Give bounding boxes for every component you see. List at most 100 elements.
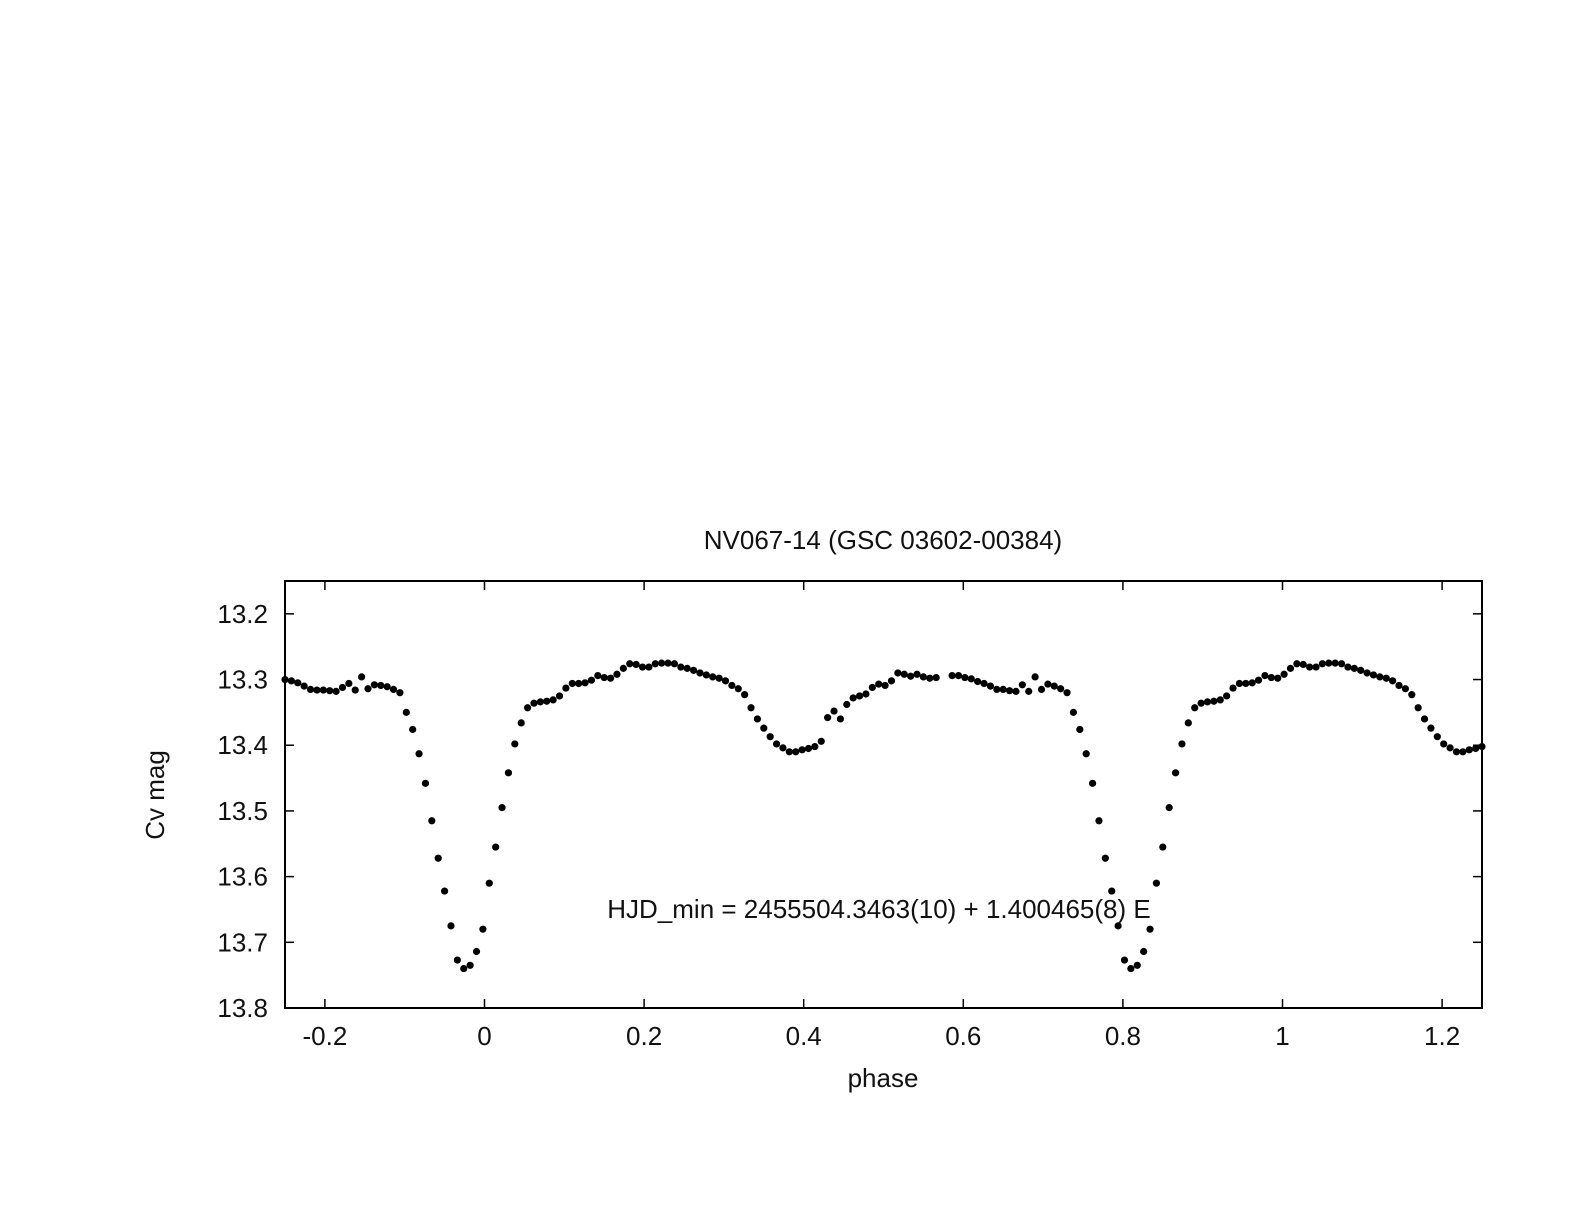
data-points bbox=[281, 659, 1486, 973]
data-point bbox=[389, 685, 398, 693]
data-point bbox=[824, 714, 832, 722]
data-point bbox=[472, 947, 481, 956]
data-point bbox=[1108, 887, 1116, 895]
data-point bbox=[460, 964, 468, 973]
data-point bbox=[734, 685, 742, 693]
x-tick-label: 0 bbox=[477, 1021, 491, 1051]
data-point bbox=[1050, 682, 1058, 690]
y-tick-label: 13.6 bbox=[217, 862, 268, 892]
data-point bbox=[868, 683, 876, 692]
x-tick-label: 1.2 bbox=[1424, 1021, 1460, 1051]
data-point bbox=[402, 708, 410, 716]
y-tick-label: 13.4 bbox=[217, 730, 268, 760]
data-point bbox=[766, 733, 774, 741]
data-point bbox=[1254, 676, 1263, 684]
data-point bbox=[1076, 725, 1084, 734]
data-point bbox=[1376, 673, 1384, 681]
data-point bbox=[421, 779, 430, 787]
data-point bbox=[967, 675, 975, 683]
data-point bbox=[948, 671, 956, 680]
data-point bbox=[817, 737, 825, 745]
data-point bbox=[364, 685, 372, 693]
data-point bbox=[1337, 660, 1346, 668]
data-point bbox=[721, 677, 730, 685]
data-point bbox=[1248, 679, 1256, 687]
data-point bbox=[1401, 685, 1409, 693]
data-point bbox=[1459, 748, 1467, 756]
data-point bbox=[1286, 664, 1295, 672]
x-tick-label: 0.6 bbox=[945, 1021, 981, 1051]
y-tick-labels: 13.2 13.3 13.4 13.5 13.6 13.7 13.8 bbox=[217, 599, 268, 1023]
data-point bbox=[358, 673, 366, 681]
data-point bbox=[1312, 663, 1320, 671]
data-point bbox=[1114, 922, 1122, 930]
data-point bbox=[785, 748, 793, 756]
data-point bbox=[326, 687, 334, 695]
data-point bbox=[1031, 673, 1039, 681]
data-point bbox=[1293, 660, 1301, 668]
data-point bbox=[1088, 779, 1097, 787]
data-point bbox=[862, 690, 870, 698]
data-point bbox=[638, 663, 647, 671]
data-point bbox=[1427, 724, 1435, 732]
data-point bbox=[383, 683, 391, 691]
data-point bbox=[961, 673, 969, 682]
data-point bbox=[1440, 740, 1448, 748]
data-point bbox=[798, 746, 806, 754]
data-point bbox=[492, 843, 500, 851]
x-tick-labels: -0.2 0 0.2 0.4 0.6 0.8 1 1.2 bbox=[302, 1021, 1460, 1051]
data-point bbox=[980, 679, 988, 688]
data-point bbox=[294, 679, 302, 687]
data-point bbox=[1012, 687, 1020, 695]
data-point bbox=[1395, 681, 1403, 690]
data-point bbox=[926, 674, 934, 682]
x-tick-label: -0.2 bbox=[302, 1021, 347, 1051]
data-point bbox=[1325, 659, 1333, 667]
data-point bbox=[887, 677, 896, 685]
data-point bbox=[1465, 746, 1473, 754]
data-point bbox=[345, 679, 353, 688]
data-point bbox=[1306, 663, 1314, 671]
x-tick-label: 0.4 bbox=[786, 1021, 822, 1051]
data-point bbox=[396, 689, 404, 697]
data-point bbox=[932, 673, 940, 682]
x-tick-label: 0.2 bbox=[626, 1021, 662, 1051]
data-point bbox=[670, 660, 679, 668]
data-point bbox=[434, 854, 442, 862]
data-point bbox=[645, 663, 653, 671]
data-point bbox=[843, 700, 851, 709]
y-tick-label: 13.7 bbox=[217, 927, 268, 957]
data-point bbox=[1146, 925, 1154, 933]
data-point bbox=[1216, 696, 1224, 704]
data-point bbox=[1267, 673, 1275, 682]
data-point bbox=[1095, 817, 1103, 825]
data-point bbox=[1133, 961, 1141, 969]
data-point bbox=[907, 672, 915, 680]
data-point bbox=[1120, 956, 1129, 964]
data-point bbox=[999, 685, 1007, 693]
data-point bbox=[881, 681, 889, 690]
data-point bbox=[549, 696, 557, 704]
data-point bbox=[504, 769, 513, 777]
data-point bbox=[466, 961, 474, 969]
plot-frame bbox=[284, 580, 1483, 1009]
data-point bbox=[575, 679, 583, 688]
data-point bbox=[479, 925, 487, 933]
data-point bbox=[1318, 660, 1326, 668]
data-point bbox=[1005, 687, 1014, 695]
data-point bbox=[594, 671, 602, 680]
data-point bbox=[1178, 740, 1186, 748]
data-point bbox=[632, 660, 640, 669]
y-tick-label: 13.5 bbox=[217, 796, 268, 826]
data-point bbox=[1363, 669, 1371, 677]
data-point bbox=[1197, 699, 1205, 707]
data-point bbox=[523, 704, 532, 712]
x-tick-label: 1 bbox=[1275, 1021, 1289, 1051]
y-tick-label: 13.8 bbox=[217, 993, 268, 1023]
data-point bbox=[319, 686, 327, 694]
data-point bbox=[441, 887, 449, 895]
data-point bbox=[689, 666, 698, 674]
data-point bbox=[919, 673, 928, 681]
data-point bbox=[332, 687, 340, 695]
data-point bbox=[485, 879, 493, 887]
